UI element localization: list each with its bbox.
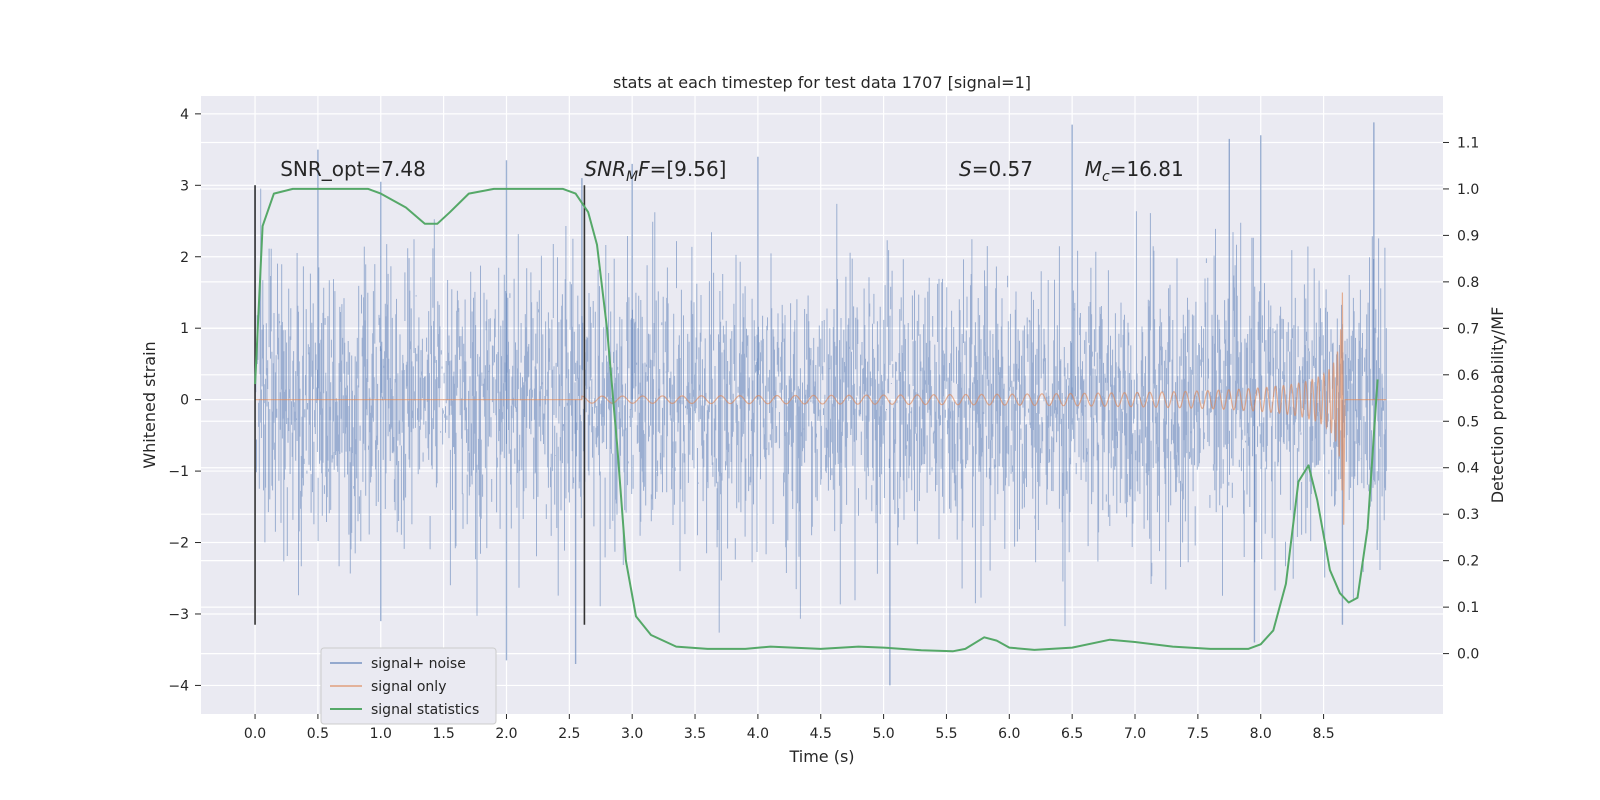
legend-label-noise: signal+ noise — [371, 656, 466, 672]
x-tick-label: 6.0 — [998, 726, 1020, 742]
x-tick-label: 2.5 — [558, 726, 580, 742]
annotation-1: SNRMF=[9.56] — [584, 157, 726, 185]
x-tick-label: 5.5 — [935, 726, 957, 742]
y-tick-label: 1 — [180, 321, 189, 337]
x-tick-label: 0.5 — [307, 726, 329, 742]
x-tick-label: 4.0 — [747, 726, 769, 742]
y-tick-label: 2 — [180, 250, 189, 266]
x-tick-label: 7.0 — [1124, 726, 1146, 742]
y2-axis-label: Detection probability/MF — [1488, 307, 1507, 504]
stats-trace — [254, 187, 1379, 653]
y2-tick-label: 1.1 — [1457, 135, 1479, 151]
chart-title: stats at each timestep for test data 170… — [613, 73, 1031, 92]
y2-tick-label: 0.1 — [1457, 600, 1479, 616]
x-tick-label: 8.5 — [1312, 726, 1334, 742]
vlines — [254, 185, 586, 625]
x-tick-label: 2.0 — [495, 726, 517, 742]
y2-tick-label: 0.5 — [1457, 414, 1479, 430]
y2-ticks: 0.0 0.1 0.2 0.3 0.4 0.5 0.6 0.7 0.8 0.9 1.0 1.1 — [1443, 135, 1479, 663]
legend-label-stats: signal statistics — [371, 702, 479, 718]
signal-series — [255, 292, 1387, 525]
x-tick-label: 5.0 — [872, 726, 894, 742]
y2-tick-label: 1.0 — [1457, 182, 1479, 198]
y2-tick-label: 0.9 — [1457, 228, 1479, 244]
y2-tick-label: 0.2 — [1457, 554, 1479, 570]
signal-trace — [255, 292, 1387, 525]
x-tick-label: 7.5 — [1187, 726, 1209, 742]
y2-tick-label: 0.0 — [1457, 647, 1479, 663]
x-tick-label: 1.0 — [370, 726, 392, 742]
annotation-3: Mc=16.81 — [1085, 157, 1184, 185]
y2-tick-label: 0.3 — [1457, 507, 1479, 523]
y-tick-label: −3 — [168, 607, 189, 623]
y2-tick-label: 0.4 — [1457, 461, 1479, 477]
annotations: SNR_opt=7.48 SNRMF=[9.56] S=0.57 Mc=16.81 — [280, 157, 1184, 185]
x-axis-label: Time (s) — [788, 747, 854, 766]
legend-box — [320, 647, 497, 725]
y-tick-label: −4 — [168, 678, 189, 694]
y-tick-label: −1 — [168, 464, 189, 480]
y2-tick-label: 0.7 — [1457, 321, 1479, 337]
x-tick-label: 0.0 — [244, 726, 266, 742]
legend-label-signal: signal only — [371, 679, 446, 695]
x-tick-label: 3.5 — [684, 726, 706, 742]
y-tick-label: 4 — [180, 107, 189, 123]
x-ticks: 0.0 0.5 1.0 1.5 2.0 2.5 3.0 3.5 4.0 4.5 5.0 5.5 6.0 6… — [244, 714, 1335, 742]
legend: signal+ noise signal only signal statist… — [320, 647, 497, 725]
x-tick-label: 1.5 — [432, 726, 454, 742]
y-ticks: −4 −3 −2 −1 0 1 2 3 4 — [168, 107, 201, 694]
annotation-2: S=0.57 — [959, 157, 1033, 181]
y-tick-label: 0 — [180, 393, 189, 409]
y-tick-label: −2 — [168, 536, 189, 552]
stats-series — [254, 187, 1379, 653]
x-tick-label: 3.0 — [621, 726, 643, 742]
y-axis-label: Whitened strain — [140, 341, 159, 468]
x-tick-label: 6.5 — [1061, 726, 1083, 742]
y-tick-label: 3 — [180, 178, 189, 194]
y2-tick-label: 0.6 — [1457, 368, 1479, 384]
x-tick-label: 8.0 — [1250, 726, 1272, 742]
y2-tick-label: 0.8 — [1457, 275, 1479, 291]
x-tick-label: 4.5 — [810, 726, 832, 742]
annotation-0: SNR_opt=7.48 — [280, 157, 426, 181]
